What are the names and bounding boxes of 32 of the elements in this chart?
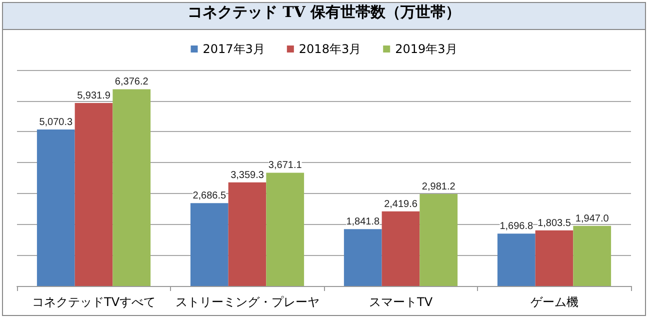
bar: [74, 102, 113, 286]
data-label: 3,359.3: [230, 170, 264, 181]
bar: [382, 211, 420, 286]
data-label: 2,686.5: [192, 190, 226, 202]
data-label: 6,376.2: [114, 76, 149, 88]
bar: [190, 203, 228, 286]
legend-label: 2018年3月: [298, 42, 362, 56]
data-label: 3,671.1: [268, 160, 302, 172]
bar: [573, 226, 612, 286]
chart-title: コネクテッド TV 保有世帯数（万世帯）: [3, 3, 645, 30]
bar: [266, 172, 304, 286]
x-tick-label: ゲーム機: [530, 295, 578, 309]
bar: [36, 130, 75, 286]
bar: [344, 229, 382, 286]
x-tick-label: ストリーミング・プレーヤ: [175, 295, 320, 309]
data-label: 1,696.8: [500, 221, 534, 232]
data-label: 5,070.3: [39, 117, 73, 128]
legend-label: 2019年3月: [395, 42, 458, 56]
bar: [497, 234, 536, 286]
data-label: 1,841.8: [346, 216, 380, 228]
data-label: 2,981.2: [422, 182, 456, 193]
data-label: 5,931.9: [77, 90, 111, 102]
x-tick-label: コネクテッドTVすべて: [32, 295, 156, 309]
data-label: 1,947.0: [575, 213, 610, 224]
bar: [112, 89, 151, 286]
bar: [228, 182, 266, 286]
bar: [535, 230, 574, 286]
x-tick-label: スマートTV: [368, 295, 434, 309]
legend-label: 2017年3月: [202, 42, 265, 56]
bar: [420, 194, 458, 286]
data-label: 2,419.6: [384, 198, 418, 210]
data-label: 1,803.5: [538, 218, 572, 229]
